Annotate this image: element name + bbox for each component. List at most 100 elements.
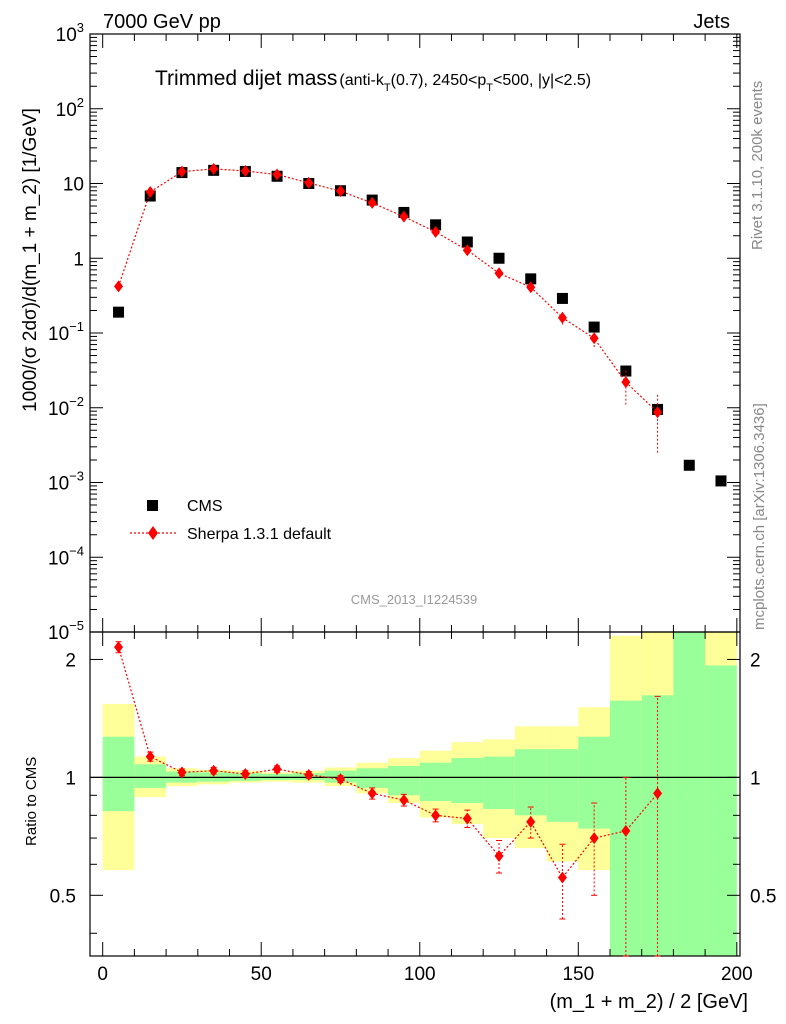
- y-tick-label: 103: [56, 20, 84, 46]
- band-inner: [546, 749, 579, 822]
- ratio-sherpa-point: [431, 809, 441, 822]
- sherpa-point: [304, 176, 314, 189]
- ratio-sherpa-point: [272, 763, 282, 776]
- ratio-y-tick-label: 0.5: [50, 886, 76, 907]
- x-tick-label: 100: [404, 964, 436, 985]
- legend-cms-label: CMS: [187, 498, 223, 515]
- legend-sherpa-label: Sherpa 1.3.1 default: [187, 526, 332, 543]
- sherpa-point: [177, 165, 187, 178]
- ratio-sherpa-point: [240, 768, 250, 781]
- ratio-sherpa-point: [335, 773, 345, 786]
- ratio-sherpa-point: [209, 764, 219, 777]
- sherpa-point: [431, 225, 441, 238]
- category-label: Jets: [693, 11, 730, 33]
- y-tick-label: 10: [63, 175, 84, 196]
- ratio-sherpa-point: [526, 815, 536, 828]
- ratio-sherpa-point: [367, 787, 377, 800]
- y-tick-label: 10−2: [48, 394, 84, 420]
- y-tick-label: 10−5: [48, 618, 84, 644]
- mcplots-label: mcplots.cern.ch [arXiv:1306.3436]: [751, 403, 768, 630]
- ratio-sherpa-point: [304, 768, 314, 781]
- ratio-y-tick-label: 1: [65, 768, 76, 789]
- ratio-series: [114, 641, 663, 957]
- sherpa-point: [653, 406, 663, 419]
- ratio-uncertainty-bands: [102, 632, 737, 956]
- ratio-sherpa-point: [177, 766, 187, 779]
- sherpa-point: [494, 267, 504, 280]
- analysis-id: CMS_2013_I1224539: [351, 592, 478, 607]
- ratio-sherpa-point: [589, 832, 599, 845]
- ratio-sherpa-point: [557, 871, 567, 884]
- ratio-sherpa-point: [494, 849, 504, 862]
- main-series: [113, 162, 727, 487]
- ratio-sherpa-point: [399, 794, 409, 807]
- ratio-sherpa-point: [653, 787, 663, 800]
- main-ylabel: 1000/(σ 2dσ)/d(m_1 + m_2) [1/GeV]: [20, 108, 41, 412]
- sherpa-point: [621, 376, 631, 389]
- legend: CMS Sherpa 1.3.1 default: [130, 498, 332, 543]
- band-inner: [514, 749, 547, 816]
- sherpa-point: [335, 185, 345, 198]
- band-inner: [705, 665, 737, 956]
- chart-title: Trimmed dijet mass (anti-kT(0.7), 2450<pT…: [155, 67, 591, 94]
- sherpa-point: [526, 281, 536, 294]
- band-inner: [451, 758, 484, 804]
- ratio-ylabel: Ratio to CMS: [23, 757, 40, 846]
- sherpa-point: [557, 311, 567, 324]
- sherpa-point: [272, 168, 282, 181]
- band-inner: [673, 632, 706, 956]
- sherpa-point: [209, 162, 219, 175]
- y-tick-label: 10−4: [48, 543, 84, 569]
- ratio-sherpa-point: [145, 750, 155, 763]
- cms-point: [588, 321, 600, 333]
- ratio-sherpa-point: [462, 812, 472, 825]
- legend-cms-marker: [147, 500, 158, 511]
- ratio-y-tick-label: 2: [65, 650, 76, 671]
- cms-point: [556, 292, 568, 304]
- band-inner: [356, 768, 389, 788]
- cms-point: [430, 219, 442, 231]
- sherpa-point: [367, 196, 377, 209]
- x-tick-label: 0: [97, 964, 108, 985]
- y-tick-label: 10−1: [48, 319, 84, 345]
- band-inner: [483, 756, 515, 810]
- legend-sherpa-marker: [148, 526, 158, 540]
- energy-label: 7000 GeV pp: [103, 11, 221, 33]
- ratio-y-tick-label-right: 0.5: [750, 886, 776, 907]
- cms-point: [525, 273, 537, 285]
- cms-point: [493, 252, 505, 264]
- cms-point: [683, 459, 695, 471]
- title-main: Trimmed dijet mass: [155, 67, 337, 90]
- xlabel: (m_1 + m_2) / 2 [GeV]: [550, 991, 748, 1013]
- band-inner: [134, 764, 167, 788]
- main-axes: 10−5 10−4 10−3 10−2 10−1 1 10 102 103: [48, 20, 741, 644]
- ratio-frame: [89, 631, 741, 957]
- cms-point: [461, 236, 473, 248]
- sherpa-point: [399, 210, 409, 223]
- ratio-sherpa-point: [114, 641, 124, 654]
- sherpa-point: [240, 164, 250, 177]
- rivet-label: Rivet 3.1.10, 200k events: [749, 81, 766, 250]
- cms-point: [113, 306, 125, 318]
- y-tick-label: 1: [73, 249, 84, 270]
- ratio-sherpa-point: [621, 824, 631, 837]
- y-tick-label: 10−3: [48, 469, 84, 495]
- band-inner: [388, 765, 420, 796]
- sherpa-point: [589, 332, 599, 345]
- x-tick-label: 150: [562, 964, 594, 985]
- band-inner: [578, 736, 610, 829]
- ratio-y-tick-label-right: 1: [750, 768, 761, 789]
- sherpa-point: [462, 244, 472, 257]
- band-inner: [419, 762, 452, 802]
- band-inner: [102, 736, 135, 812]
- ratio-y-tick-label-right: 2: [750, 650, 761, 671]
- x-tick-label: 50: [251, 964, 272, 985]
- x-tick-label: 200: [721, 964, 753, 985]
- sherpa-line: [117, 168, 659, 413]
- cms-point: [715, 475, 727, 487]
- y-tick-label: 102: [56, 95, 84, 121]
- sherpa-point: [114, 280, 124, 293]
- title-sub: (anti-kT(0.7), 2450<pT<500, |y|<2.5): [339, 72, 591, 94]
- ratio-sherpa-line: [117, 646, 659, 879]
